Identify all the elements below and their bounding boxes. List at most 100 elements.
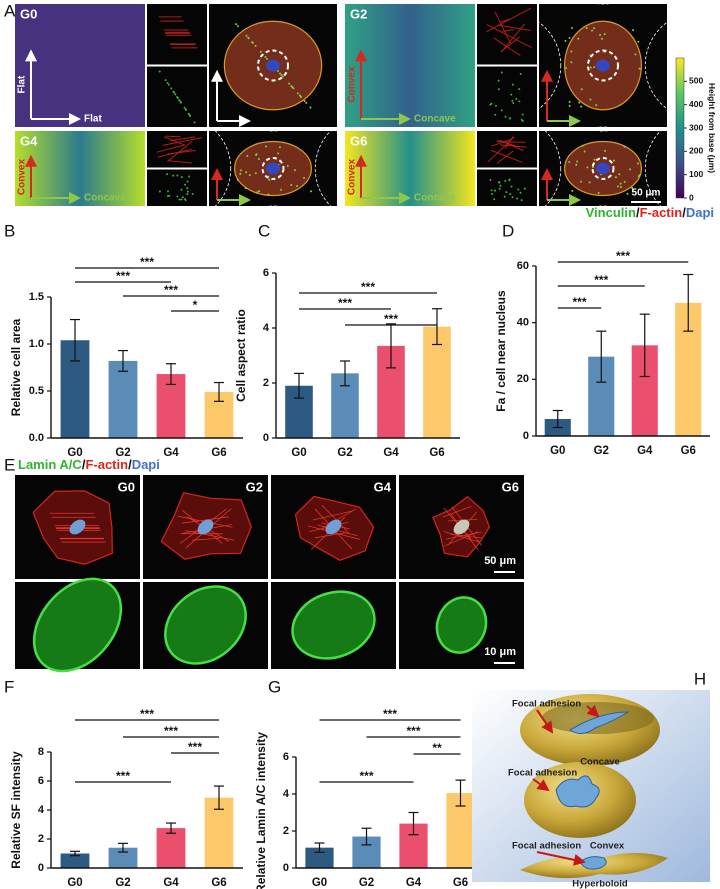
vinculin-dot [167,83,170,86]
shape-label: Concave [580,757,620,768]
adhesion-dot [597,191,600,194]
vinculin-dot [508,178,511,181]
axis-label-y: Flat [17,75,28,93]
adhesion-dot [585,27,588,30]
lamin-nucleus [435,596,488,654]
vinculin-dot [505,191,508,194]
stain-part: Dapi [132,457,160,472]
y-tick-label: 0 [283,862,289,874]
x-tick-label: G2 [115,877,130,889]
adhesion-dot [570,61,573,64]
adhesion-dot [593,66,596,69]
stain-legend: Lamin A/C/F-actin/Dapi [18,457,160,472]
height-map [345,4,475,127]
cell-image [539,4,667,127]
adhesion-dot [277,152,280,155]
y-tick-label: 1.5 [29,291,44,303]
adhesion-dot [564,40,567,43]
image-label: G6 [502,479,519,494]
vinculin-dot [172,174,175,177]
actin-image [477,4,537,65]
colorbar-tick-label: 100 [689,169,703,179]
adhesion-dot [591,29,594,32]
y-tick-label: 0.0 [29,432,44,444]
vinculin-dot [497,88,500,91]
adhesion-dot [614,176,617,179]
y-tick-label: 2 [283,825,289,837]
bar [108,360,138,438]
vinculin-dot [186,187,189,190]
axis-label-y: Convex [17,159,28,196]
vinculin-dot [504,179,507,182]
adhesion-dot [638,67,641,70]
significance-label: *** [594,273,608,287]
lamin-nucleus [164,585,247,665]
axis-label-y: Convex [347,159,358,196]
vinculin-dot [498,181,501,184]
adhesion-dot [575,163,578,166]
y-tick-label: 6 [38,775,44,787]
significance-label: *** [616,249,630,263]
tile-label: G4 [20,133,38,148]
vinculin-dot [180,176,183,179]
x-tick-label: G2 [594,445,609,457]
x-tick-label: G0 [291,447,306,459]
adhesion-dot [244,187,247,190]
significance-label: *** [359,769,373,783]
adhesion-dot [299,94,302,97]
vinculin-dot [511,196,514,199]
vinculin-dot [519,73,522,76]
error-bar [683,273,694,332]
stain-part: F-actin [640,205,683,220]
arrow [532,778,550,792]
cell-shape [555,775,600,808]
y-tick-label: 0 [523,430,529,442]
adhesion-dot [629,168,632,171]
vinculin-dot [193,121,196,124]
actin-fiber [157,148,192,158]
significance-label: *** [361,280,375,294]
y-tick-label: 40 [517,317,529,329]
tile-label: G2 [350,6,367,21]
significance-label: *** [384,312,398,326]
colorbar-tick-label: 300 [689,122,703,132]
adhesion-dot [292,87,295,90]
vinculin-dot [166,195,169,198]
x-tick-label: G6 [211,877,226,889]
actin-fiber [163,136,185,146]
vinculin-dot [508,117,511,120]
bar [108,847,138,868]
stain-part: / [82,457,86,472]
adhesion-dot [236,178,239,181]
error-bar [118,349,128,372]
y-tick-label: 4 [263,322,270,334]
y-tick-label: 1.0 [29,338,44,350]
vinculin-dot [176,174,179,177]
axis-label-x: Concave [414,193,456,204]
adhesion-dot [588,181,591,184]
adhesion-dot [595,104,598,107]
vinculin-dot [180,198,183,201]
panel-letter: E [4,455,15,474]
adhesion-dot [623,145,626,148]
callout-label: Focal adhesion [512,699,581,710]
nucleus-ring [257,49,289,82]
y-tick-label: 0 [263,432,269,444]
x-tick-label: G2 [337,447,352,459]
adhesion-dot [619,186,622,189]
vinculin-dot [512,102,515,105]
image-label: G0 [118,479,135,494]
x-tick-label: G6 [211,447,226,459]
image-label: G4 [374,479,392,494]
stain-part: / [128,457,132,472]
adhesion-dot [631,186,634,189]
nucleus [266,59,280,72]
vinculin-dot [183,106,186,109]
vinculin-dot [504,115,507,118]
vinculin-dot [511,83,514,86]
x-tick-label: G0 [67,877,82,889]
y-axis-title: Relative cell area [9,318,23,416]
tile-label: G6 [350,133,367,148]
adhesion-dot [568,160,571,163]
colorbar-tick-label: 0 [689,192,694,202]
